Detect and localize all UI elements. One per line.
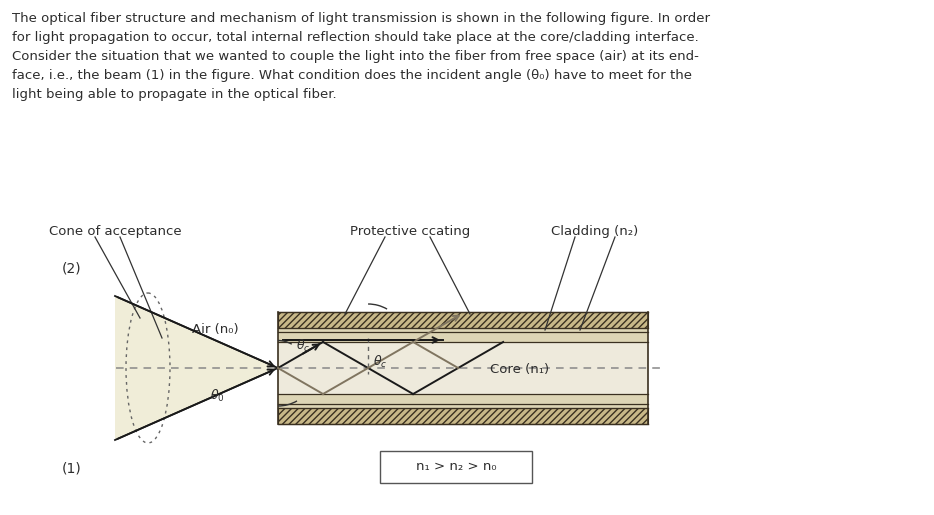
- Bar: [278, 342, 648, 394]
- Text: Protective ccating: Protective ccating: [350, 225, 470, 238]
- Text: face, i.e., the beam (1) in the figure. What condition does the incident angle (: face, i.e., the beam (1) in the figure. …: [12, 69, 692, 82]
- Text: light being able to propagate in the optical fiber.: light being able to propagate in the opt…: [12, 88, 336, 101]
- Text: Cone of acceptance: Cone of acceptance: [49, 225, 181, 238]
- Text: Core (n₁): Core (n₁): [490, 364, 549, 376]
- Text: for light propagation to occur, total internal reflection should take place at t: for light propagation to occur, total in…: [12, 31, 699, 44]
- Text: (2): (2): [62, 261, 81, 275]
- Bar: [278, 328, 648, 342]
- Text: n₁ > n₂ > n₀: n₁ > n₂ > n₀: [416, 460, 496, 473]
- Bar: [278, 312, 648, 328]
- Text: (1): (1): [62, 461, 82, 475]
- Text: Consider the situation that we wanted to couple the light into the fiber from fr: Consider the situation that we wanted to…: [12, 50, 699, 63]
- Text: $\theta_c$: $\theta_c$: [373, 354, 388, 370]
- Text: $\theta_c$: $\theta_c$: [296, 338, 310, 354]
- Text: Cladding (n₂): Cladding (n₂): [551, 225, 639, 238]
- FancyBboxPatch shape: [380, 451, 532, 483]
- Polygon shape: [115, 296, 278, 440]
- Text: $\theta_0$: $\theta_0$: [210, 388, 225, 404]
- Text: Air (n₀): Air (n₀): [192, 323, 238, 336]
- Bar: [278, 408, 648, 424]
- Bar: [278, 394, 648, 408]
- Text: The optical fiber structure and mechanism of light transmission is shown in the : The optical fiber structure and mechanis…: [12, 12, 710, 25]
